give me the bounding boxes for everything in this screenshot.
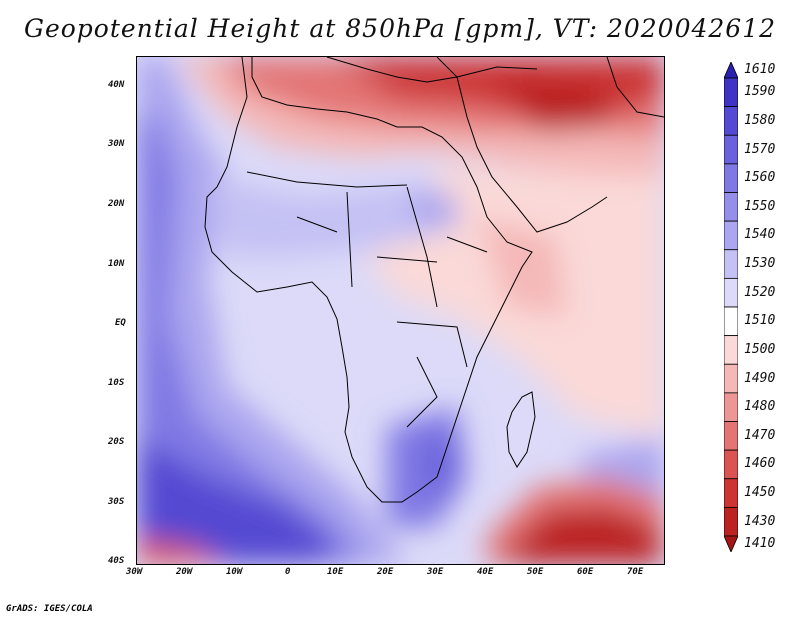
lat-label: 40N [108, 80, 125, 90]
colorbar-label: 1450 [744, 485, 776, 501]
colorbar-swatch [724, 363, 738, 394]
lat-label: 10N [108, 259, 125, 269]
lon-label: 60E [577, 567, 594, 577]
colorbar-label: 1470 [744, 427, 776, 443]
colorbar-swatch [724, 506, 738, 537]
colorbar-label: 1530 [744, 256, 776, 272]
colorbar-label: 1410 [744, 536, 776, 551]
lat-label: 30S [108, 497, 125, 507]
lon-label: 30W [126, 567, 143, 577]
credit-text: GrADS: IGES/COLA [6, 604, 93, 614]
colorbar-label: 1610 [744, 62, 776, 77]
lon-label: 10E [327, 567, 344, 577]
lon-label: 30E [427, 567, 444, 577]
colorbar-swatch [724, 163, 738, 193]
height-field [137, 57, 664, 564]
colorbar-swatch [724, 392, 738, 422]
lon-label: 20W [176, 567, 193, 577]
colorbar-label: 1570 [744, 141, 776, 157]
map-panel [136, 56, 665, 565]
lon-label: 20E [377, 567, 394, 577]
coastlines [204, 57, 664, 503]
colorbar-label: 1560 [744, 170, 776, 186]
lon-label: 70E [627, 567, 644, 577]
colorbar-swatch [724, 134, 738, 165]
colorbar-swatch [724, 306, 738, 337]
colorbar-swatch [724, 192, 738, 222]
colorbar-label: 1520 [744, 284, 776, 300]
colorbar-swatch [724, 106, 738, 136]
colorbar-swatch [724, 449, 738, 480]
lat-label: 10S [108, 378, 125, 388]
colorbar-end-top [724, 62, 738, 79]
lon-label: 0 [285, 567, 291, 577]
colorbar-swatch [724, 277, 738, 308]
lat-label: 40S [108, 556, 125, 566]
lat-label: 30N [108, 139, 125, 149]
colorbar [724, 62, 738, 552]
lon-label: 40E [477, 567, 494, 577]
colorbar-label: 1580 [744, 112, 776, 128]
lat-label: EQ [115, 318, 126, 328]
colorbar-label: 1430 [744, 513, 776, 529]
colorbar-label: 1480 [744, 399, 776, 415]
lat-label: 20S [108, 437, 125, 447]
colorbar-swatch [724, 478, 738, 508]
colorbar-label: 1490 [744, 370, 776, 386]
colorbar-label: 1550 [744, 198, 776, 214]
colorbar-label: 1510 [744, 313, 776, 329]
lon-label: 50E [527, 567, 544, 577]
colorbar-swatch [724, 335, 738, 365]
colorbar-swatch [724, 77, 738, 108]
colorbar-label: 1500 [744, 341, 776, 357]
colorbar-swatch [724, 220, 738, 251]
chart-title: Geopotential Height at 850hPa [gpm], VT:… [23, 14, 777, 43]
lat-label: 20N [108, 199, 125, 209]
colorbar-swatch [724, 421, 738, 451]
colorbar-label: 1540 [744, 227, 776, 243]
colorbar-label: 1590 [744, 84, 776, 100]
colorbar-label: 1460 [744, 456, 776, 472]
colorbar-swatch [724, 249, 738, 279]
lon-label: 10W [226, 567, 243, 577]
colorbar-end-bottom [724, 535, 738, 552]
